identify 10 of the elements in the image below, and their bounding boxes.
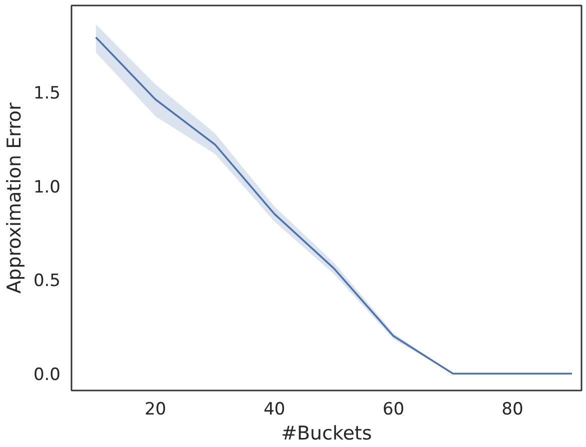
- x-axis-title: #Buckets: [281, 422, 372, 444]
- x-tick-label: 20: [144, 400, 166, 420]
- y-axis-title: Approximation Error: [3, 102, 26, 294]
- y-tick-label: 1.5: [33, 83, 61, 104]
- x-tick-label: 40: [264, 400, 286, 420]
- x-tick-label: 60: [382, 400, 404, 420]
- y-tick-label: 0.5: [33, 271, 61, 292]
- y-tick-label: 1.0: [33, 177, 61, 198]
- x-tick-label: 80: [502, 400, 524, 420]
- y-tick-label: 0.0: [33, 365, 61, 386]
